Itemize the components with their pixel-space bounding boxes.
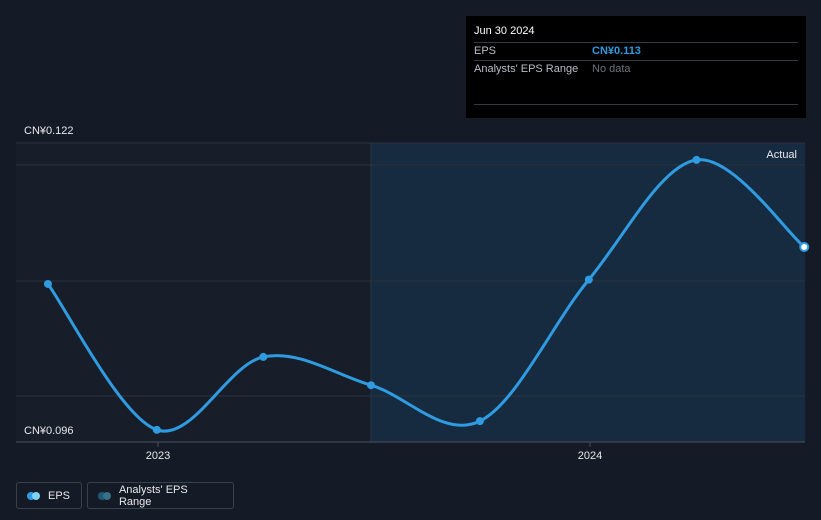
x-tick-label: 2023 bbox=[146, 450, 170, 462]
eps-tooltip: Jun 30 2024 EPS CN¥0.113 Analysts' EPS R… bbox=[466, 16, 806, 118]
legend-range-button[interactable]: Analysts' EPS Range bbox=[87, 482, 234, 509]
x-tick-label: 2024 bbox=[578, 450, 602, 462]
eps-data-point[interactable] bbox=[43, 279, 52, 288]
eps-data-point[interactable] bbox=[584, 275, 593, 284]
eps-data-point[interactable] bbox=[259, 352, 268, 361]
actual-region-label: Actual bbox=[766, 149, 797, 161]
eps-data-point[interactable] bbox=[475, 417, 484, 426]
eps-data-point[interactable] bbox=[692, 155, 701, 164]
y-axis-max-label: CN¥0.122 bbox=[24, 125, 74, 137]
legend-range-label: Analysts' EPS Range bbox=[118, 483, 188, 508]
tooltip-date: Jun 30 2024 bbox=[474, 25, 535, 37]
x-axis: 2023 2024 bbox=[146, 442, 602, 462]
grid-lines bbox=[16, 142, 805, 443]
tooltip-row-range: Analysts' EPS Range No data bbox=[474, 60, 798, 78]
legend-eps-label: EPS bbox=[48, 489, 71, 502]
actual-region bbox=[371, 143, 805, 442]
eps-data-points bbox=[43, 155, 810, 434]
eps-data-point[interactable] bbox=[152, 425, 161, 434]
tooltip-range-value: No data bbox=[592, 63, 631, 75]
tooltip-divider bbox=[474, 78, 798, 105]
range-legend-icon bbox=[98, 491, 112, 500]
tooltip-range-label: Analysts' EPS Range bbox=[474, 63, 579, 75]
eps-data-point[interactable] bbox=[799, 241, 810, 252]
tooltip-eps-value: CN¥0.113 bbox=[592, 45, 641, 57]
y-axis-min-label: CN¥0.096 bbox=[24, 425, 74, 437]
legend-eps-button[interactable]: EPS bbox=[16, 482, 82, 509]
eps-legend-icon bbox=[27, 491, 41, 500]
eps-series-line bbox=[46, 158, 806, 433]
eps-data-point[interactable] bbox=[367, 381, 376, 390]
tooltip-row-eps: EPS CN¥0.113 bbox=[474, 42, 798, 60]
past-region bbox=[16, 143, 371, 442]
tooltip-eps-label: EPS bbox=[474, 45, 497, 57]
